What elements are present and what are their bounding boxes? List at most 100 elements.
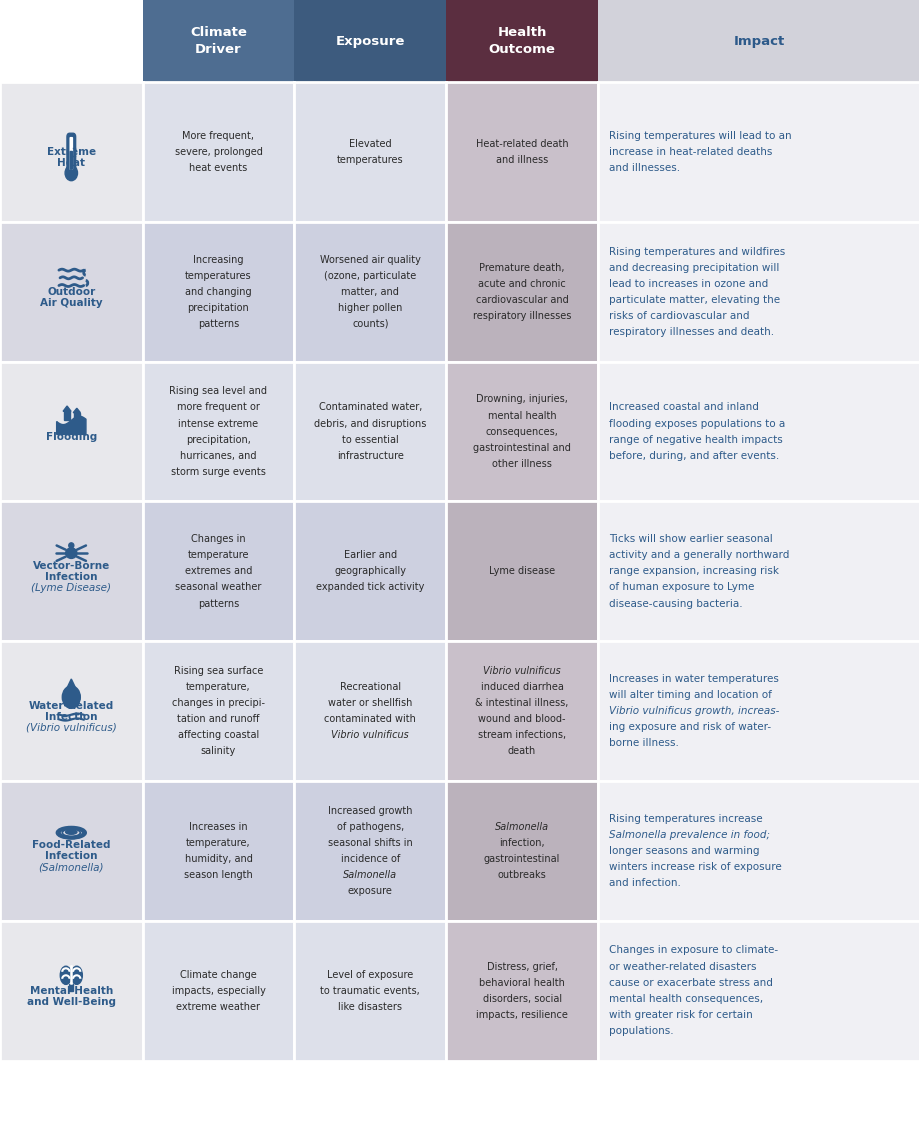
Text: will alter timing and location of: will alter timing and location of xyxy=(608,690,771,701)
Text: particulate matter, elevating the: particulate matter, elevating the xyxy=(608,294,779,305)
Text: wound and blood-: wound and blood- xyxy=(478,714,565,725)
Text: extremes and: extremes and xyxy=(185,566,252,576)
Text: infection,: infection, xyxy=(499,837,544,848)
Text: longer seasons and warming: longer seasons and warming xyxy=(608,845,759,856)
Text: Increases in: Increases in xyxy=(189,822,247,832)
Text: Rising sea level and: Rising sea level and xyxy=(169,387,267,396)
Polygon shape xyxy=(63,406,71,411)
Text: like disasters: like disasters xyxy=(338,1002,402,1012)
Text: winters increase risk of exposure: winters increase risk of exposure xyxy=(608,861,781,872)
Bar xyxy=(294,82,446,221)
Bar xyxy=(446,221,597,362)
Polygon shape xyxy=(57,416,85,435)
Text: risks of cardiovascular and: risks of cardiovascular and xyxy=(608,310,749,321)
Text: flooding exposes populations to a: flooding exposes populations to a xyxy=(608,419,785,429)
FancyBboxPatch shape xyxy=(70,151,73,170)
Text: Vector-Borne: Vector-Borne xyxy=(33,560,109,570)
Bar xyxy=(142,502,294,641)
Bar xyxy=(0,921,142,1061)
Bar xyxy=(597,502,919,641)
Bar xyxy=(446,0,597,82)
Text: stream infections,: stream infections, xyxy=(478,730,565,741)
Text: activity and a generally northward: activity and a generally northward xyxy=(608,550,789,560)
Text: respiratory illnesses and death.: respiratory illnesses and death. xyxy=(608,327,773,337)
Bar xyxy=(142,921,294,1061)
Text: severe, prolonged: severe, prolonged xyxy=(175,147,262,157)
Text: humidity, and: humidity, and xyxy=(185,853,252,864)
Text: Recreational: Recreational xyxy=(339,682,401,693)
Text: Infection: Infection xyxy=(45,712,97,722)
Bar xyxy=(446,780,597,921)
Bar xyxy=(0,641,142,780)
Bar xyxy=(294,502,446,641)
Bar xyxy=(294,221,446,362)
Text: extreme weather: extreme weather xyxy=(176,1002,260,1012)
Text: Outdoor: Outdoor xyxy=(47,286,96,297)
Text: to traumatic events,: to traumatic events, xyxy=(320,986,420,996)
FancyBboxPatch shape xyxy=(70,137,73,170)
Text: Heat: Heat xyxy=(57,159,85,168)
Circle shape xyxy=(65,165,77,180)
Bar xyxy=(294,0,446,82)
Text: induced diarrhea: induced diarrhea xyxy=(480,682,563,693)
Text: Extreme: Extreme xyxy=(47,147,96,157)
Text: of pathogens,: of pathogens, xyxy=(336,822,403,832)
Text: (Lyme Disease): (Lyme Disease) xyxy=(31,583,111,593)
Text: higher pollen: higher pollen xyxy=(338,302,402,313)
Text: Drowning, injuries,: Drowning, injuries, xyxy=(476,395,567,404)
Bar xyxy=(446,921,597,1061)
Text: seasonal weather: seasonal weather xyxy=(176,582,261,592)
Text: Infection: Infection xyxy=(45,851,97,861)
Ellipse shape xyxy=(71,966,83,985)
Text: range of negative health impacts: range of negative health impacts xyxy=(608,435,782,445)
Text: of human exposure to Lyme: of human exposure to Lyme xyxy=(608,582,754,592)
Text: geographically: geographically xyxy=(334,566,406,576)
Text: with greater risk for certain: with greater risk for certain xyxy=(608,1010,752,1020)
Text: Level of exposure: Level of exposure xyxy=(327,970,413,980)
Text: changes in precipi-: changes in precipi- xyxy=(172,698,265,709)
Text: Climate change: Climate change xyxy=(180,970,256,980)
Text: acute and chronic: acute and chronic xyxy=(478,278,565,289)
Bar xyxy=(69,985,74,992)
Text: tation and runoff: tation and runoff xyxy=(177,714,259,725)
Text: Rising temperatures and wildfires: Rising temperatures and wildfires xyxy=(608,246,785,257)
Bar xyxy=(0,780,142,921)
Bar xyxy=(597,780,919,921)
Text: Impact: Impact xyxy=(732,34,784,48)
Text: More frequent,: More frequent, xyxy=(182,131,255,141)
Text: Air Quality: Air Quality xyxy=(40,298,103,308)
Text: range expansion, increasing risk: range expansion, increasing risk xyxy=(608,566,778,576)
Bar xyxy=(294,921,446,1061)
Text: Elevated: Elevated xyxy=(348,139,391,149)
Bar xyxy=(294,641,446,780)
Text: Worsened air quality: Worsened air quality xyxy=(320,254,420,265)
Bar xyxy=(142,641,294,780)
Text: gastrointestinal and: gastrointestinal and xyxy=(472,443,571,453)
Text: temperature,: temperature, xyxy=(186,682,251,693)
Bar xyxy=(597,221,919,362)
Text: Distress, grief,: Distress, grief, xyxy=(486,962,557,972)
Text: temperatures: temperatures xyxy=(336,155,403,165)
Text: before, during, and after events.: before, during, and after events. xyxy=(608,451,778,461)
Text: temperatures: temperatures xyxy=(185,270,252,281)
Text: Changes in exposure to climate-: Changes in exposure to climate- xyxy=(608,946,777,955)
Text: Contaminated water,: Contaminated water, xyxy=(318,403,422,413)
Text: Rising temperatures increase: Rising temperatures increase xyxy=(608,814,762,824)
Text: consequences,: consequences, xyxy=(485,427,558,437)
Text: more frequent or: more frequent or xyxy=(176,403,260,413)
Polygon shape xyxy=(74,408,80,413)
Text: impacts, especially: impacts, especially xyxy=(171,986,266,996)
Text: counts): counts) xyxy=(352,319,388,329)
Bar xyxy=(142,221,294,362)
Text: expanded tick activity: expanded tick activity xyxy=(316,582,424,592)
Text: ing exposure and risk of water-: ing exposure and risk of water- xyxy=(608,722,770,733)
Text: Food-Related: Food-Related xyxy=(32,840,110,850)
Text: lead to increases in ozone and: lead to increases in ozone and xyxy=(608,278,767,289)
Text: (Vibrio vulnificus): (Vibrio vulnificus) xyxy=(26,723,117,733)
Text: intense extreme: intense extreme xyxy=(178,419,258,429)
Text: borne illness.: borne illness. xyxy=(608,738,678,748)
Text: patterns: patterns xyxy=(198,319,239,329)
Bar xyxy=(597,921,919,1061)
FancyBboxPatch shape xyxy=(67,133,75,177)
Text: Increased coastal and inland: Increased coastal and inland xyxy=(608,403,758,413)
